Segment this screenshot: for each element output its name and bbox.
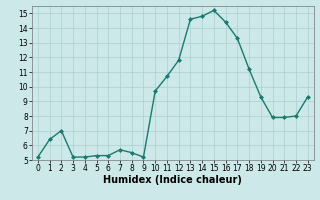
X-axis label: Humidex (Indice chaleur): Humidex (Indice chaleur): [103, 175, 242, 185]
